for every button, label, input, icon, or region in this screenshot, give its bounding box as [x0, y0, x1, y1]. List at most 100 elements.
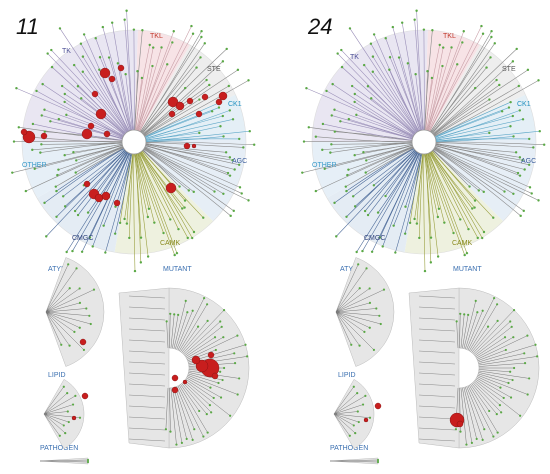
- leaf-dot: [517, 84, 521, 88]
- leaf-dot: [330, 143, 333, 146]
- leaf-dot: [512, 135, 515, 138]
- leaf-dot: [162, 231, 165, 235]
- branch: [145, 130, 250, 142]
- leaf-dot: [354, 431, 357, 435]
- leaf-dot: [356, 392, 359, 395]
- family-label-agc: AGC: [521, 158, 537, 165]
- subtree-branch: [169, 313, 171, 349]
- leaf-dot: [186, 311, 189, 314]
- branch: [308, 126, 413, 141]
- leaf-dot: [358, 344, 361, 347]
- subtree-wedge: [335, 257, 395, 367]
- branch: [103, 153, 131, 226]
- branch: [144, 146, 242, 194]
- leaf-dot: [516, 171, 520, 175]
- leaf-dot: [210, 110, 214, 113]
- leaf-dot: [195, 66, 198, 69]
- hit-circle: [99, 67, 111, 79]
- leaf-dot: [80, 97, 83, 100]
- leaf-dot: [526, 334, 529, 337]
- leaf-dot: [353, 205, 357, 208]
- subtree-branch: [476, 335, 528, 360]
- leaf-dot: [11, 171, 14, 174]
- leaf-dot: [436, 255, 440, 258]
- atypical-subtree: [335, 257, 395, 367]
- subtree-branch: [45, 268, 77, 313]
- leaf-dot: [175, 251, 179, 255]
- branch: [145, 143, 230, 158]
- subtree-branch: [185, 378, 214, 399]
- subtree-branch: [466, 310, 483, 350]
- branch: [143, 149, 194, 193]
- leaf-dot: [370, 97, 373, 100]
- leaf-dot: [80, 250, 84, 253]
- leaf-dot: [473, 86, 477, 90]
- leaf-dot: [91, 245, 94, 248]
- leaf-dot: [406, 62, 410, 65]
- leaf-dot: [247, 199, 250, 202]
- subtree-branch: [476, 376, 501, 388]
- branch: [433, 149, 484, 193]
- leaf-dot: [222, 336, 225, 339]
- branch: [423, 153, 426, 272]
- subtree-branch: [128, 372, 166, 376]
- branch: [12, 144, 123, 173]
- family-label-tk: TK: [350, 54, 359, 61]
- leaf-dot: [78, 326, 81, 329]
- leaf-dot: [536, 355, 539, 358]
- branch: [322, 123, 413, 141]
- branch: [363, 143, 413, 153]
- branch: [139, 25, 192, 132]
- subtree-branch: [175, 386, 193, 440]
- leaf-dot: [481, 309, 484, 312]
- subtree-branch: [335, 288, 360, 313]
- leaf-dot: [203, 42, 206, 45]
- leaf-dot: [527, 163, 531, 167]
- branch: [433, 84, 500, 135]
- leaf-dot: [455, 320, 458, 323]
- leaf-dot: [236, 334, 239, 337]
- leaf-dot: [58, 434, 61, 437]
- leaf-dot: [196, 325, 200, 328]
- hit-circle: [195, 110, 203, 118]
- leaf-dot: [344, 185, 347, 188]
- subtree-wedge: [118, 287, 170, 449]
- leaf-dot: [530, 192, 533, 195]
- subtree-branch: [459, 313, 461, 349]
- subtree-branch: [333, 413, 371, 419]
- branch: [81, 98, 125, 135]
- branch: [136, 65, 153, 131]
- branch: [341, 49, 417, 134]
- leaf-dot: [366, 85, 370, 88]
- subtree-branch: [335, 311, 360, 346]
- leaf-dot: [191, 438, 194, 441]
- branch: [362, 152, 419, 252]
- hit-circle: [215, 98, 223, 106]
- branch: [377, 151, 418, 213]
- leaf-dot: [384, 37, 387, 40]
- leaf-dot: [381, 245, 384, 248]
- leaf-dot: [81, 70, 85, 73]
- subtree-branch: [176, 310, 193, 350]
- branch: [354, 101, 414, 137]
- leaf-dot: [358, 287, 361, 290]
- subtree-branch: [476, 377, 512, 398]
- leaf-dot: [493, 297, 496, 300]
- branch: [139, 152, 193, 239]
- leaf-dot: [73, 209, 77, 213]
- family-label-agc: AGC: [232, 158, 248, 165]
- leaf-dot: [512, 308, 516, 312]
- pathogen-subtree: [39, 457, 90, 465]
- leaf-dot: [208, 83, 211, 87]
- leaf-dot: [107, 56, 111, 59]
- hit-circle: [171, 386, 179, 394]
- leaf-dot: [512, 336, 515, 339]
- subtree-branch: [335, 311, 381, 325]
- branch: [66, 152, 129, 253]
- leaf-dot: [39, 151, 42, 154]
- branch: [346, 148, 415, 192]
- branch: [392, 27, 422, 131]
- subtree-branch: [43, 392, 68, 415]
- leaf-dot: [224, 151, 228, 154]
- leaf-dot: [40, 143, 43, 146]
